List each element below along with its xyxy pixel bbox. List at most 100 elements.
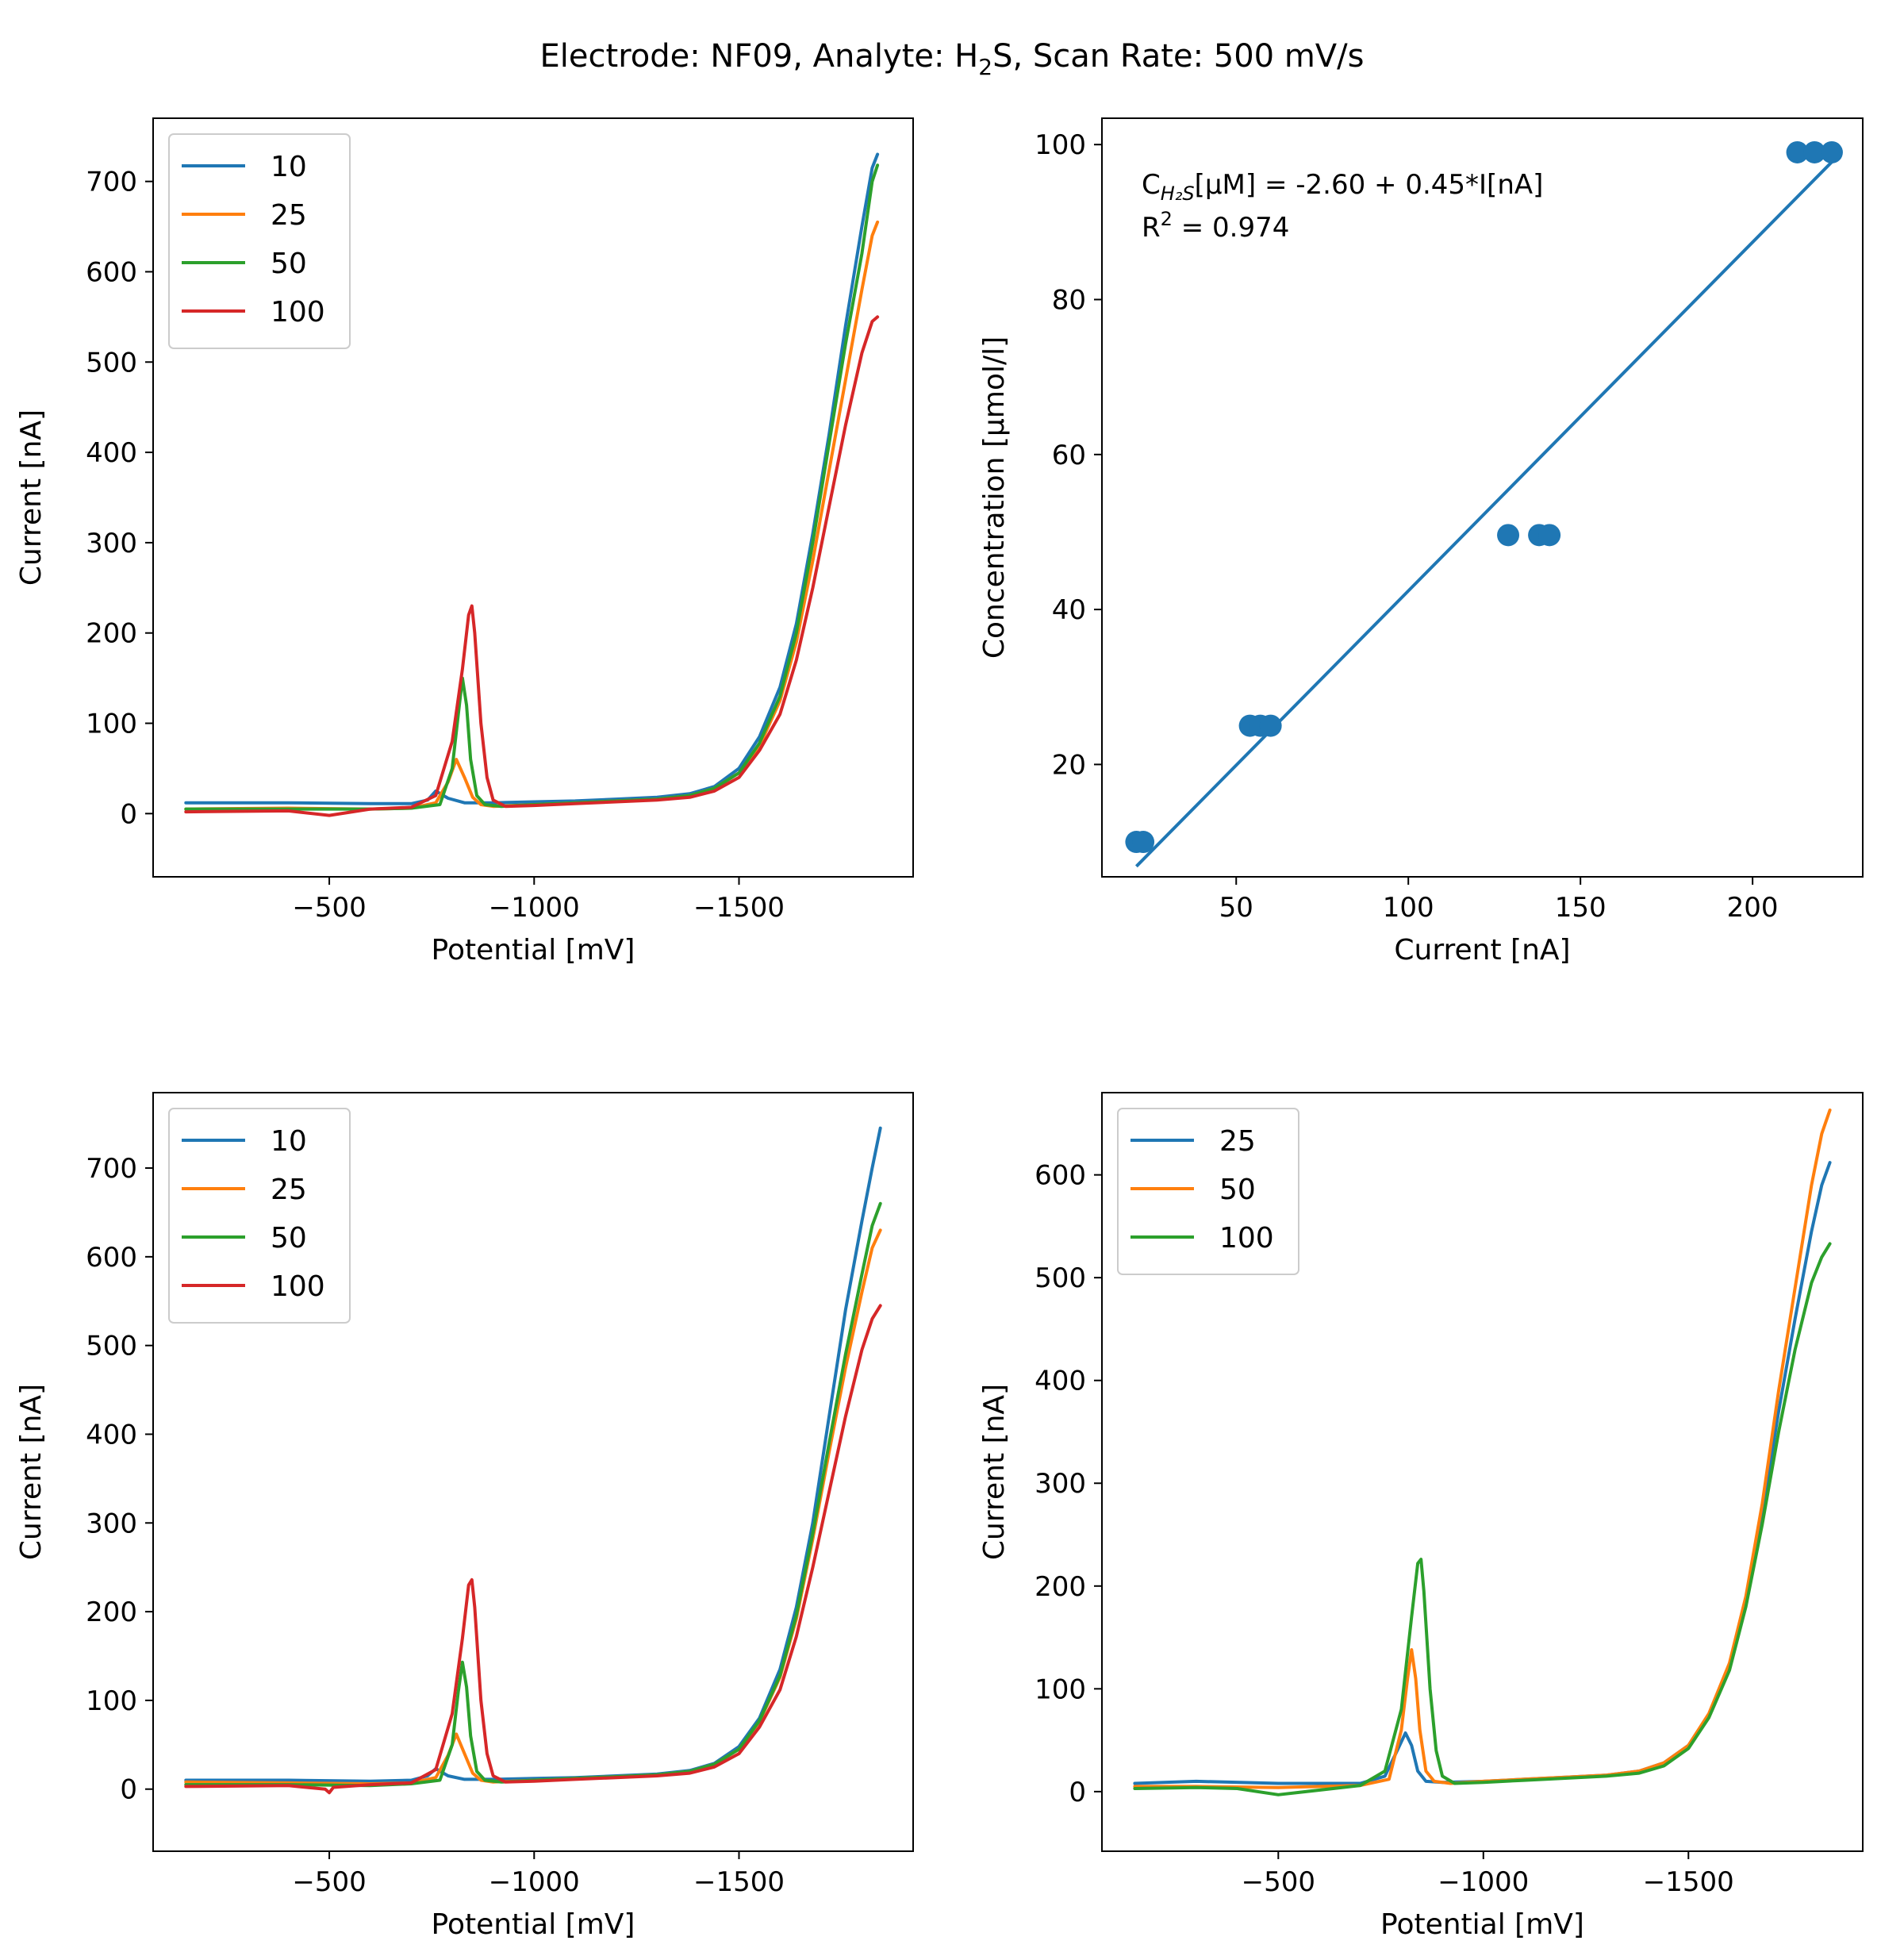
series-line-100 (1133, 1242, 1832, 1796)
data-point (1786, 140, 1809, 163)
legend-label-100: 100 (271, 296, 325, 329)
y-tick-label: 600 (86, 256, 137, 288)
y-tick-label: 60 (1052, 440, 1086, 471)
x-ticks: −500 −1000 −1500 (1242, 1851, 1734, 1898)
y-tick-label: 200 (86, 618, 137, 650)
y-axis-label: Current [nA] (15, 1384, 48, 1560)
y-axis-label: Concentration [µmol/l] (978, 336, 1011, 659)
x-axis-label: Current [nA] (1394, 934, 1570, 966)
y-tick-label: 500 (86, 347, 137, 378)
r-squared-superscript: 2 (1161, 208, 1173, 230)
y-ticks: 0 100 200 300 400 500 600 (1035, 1160, 1102, 1808)
y-ticks: 0 100 200 300 400 500 600 700 (86, 1153, 153, 1806)
y-tick-label: 200 (86, 1597, 137, 1628)
x-axis-label: Potential [mV] (1380, 1908, 1584, 1941)
x-tick-label: 100 (1383, 892, 1434, 924)
y-tick-label: 400 (86, 437, 137, 469)
y-tick-label: 300 (1035, 1468, 1086, 1500)
legend-label-25: 25 (1219, 1125, 1256, 1158)
x-ticks: −500 −1000 −1500 (292, 1851, 785, 1898)
y-tick-label: 600 (1035, 1160, 1086, 1192)
legend-label-100: 100 (1219, 1222, 1274, 1255)
plot-area (1133, 1109, 1832, 1796)
subplot-bottom-right: −500 −1000 −1500 0 100 200 300 400 500 600 Potenti… (978, 1092, 1864, 1941)
y-ticks: 0 100 200 300 400 500 600 700 (86, 167, 153, 830)
x-ticks: −500 −1000 −1500 (292, 877, 785, 924)
equation-body: [µM] = -2.60 + 0.45*I[nA] (1195, 169, 1544, 201)
subplot-bottom-left: −500 −1000 −1500 0 100 200 300 400 500 600 700 Pote… (15, 1092, 914, 1941)
regression-equation: CH₂S[µM] = -2.60 + 0.45*I[nA] (1142, 169, 1543, 205)
x-tick-label: −1500 (693, 892, 785, 924)
x-tick-label: −500 (292, 892, 366, 924)
figure-title-part-1: Electrode: NF09, Analyte: H (540, 38, 979, 75)
y-tick-label: 0 (120, 1774, 137, 1806)
y-tick-label: 40 (1052, 594, 1086, 626)
plot-area (1125, 140, 1843, 868)
x-tick-label: −1000 (1438, 1866, 1529, 1898)
legend-frame (168, 1108, 351, 1324)
axes-frame (152, 1092, 914, 1852)
plot-area (184, 152, 880, 817)
equation-symbol: C (1142, 169, 1161, 201)
r-squared: R2 = 0.974 (1142, 208, 1289, 244)
legend-label-25: 25 (271, 1174, 307, 1206)
r-squared-value: = 0.974 (1173, 212, 1289, 244)
y-tick-label: 100 (1035, 1673, 1086, 1705)
y-tick-label: 700 (86, 167, 137, 198)
subplot-grid: −500 −1000 −15000100200300400500600700Pote… (15, 117, 1864, 1941)
y-tick-label: 300 (86, 1508, 137, 1539)
y-axis-label: Current [nA] (15, 409, 48, 586)
x-tick-label: −1500 (693, 1866, 785, 1898)
y-tick-label: 20 (1052, 749, 1086, 781)
regression-line (1134, 160, 1833, 868)
data-point (1820, 140, 1843, 163)
legend-label-10: 10 (271, 1125, 307, 1158)
x-tick-label: −1000 (489, 892, 580, 924)
y-tick-label: 100 (1035, 129, 1086, 161)
x-tick-label: −1000 (489, 1866, 580, 1898)
y-axis-label: Current [nA] (978, 1384, 1011, 1560)
y-tick-label: 500 (86, 1331, 137, 1362)
y-tick-label: 600 (86, 1242, 137, 1274)
series-line-100 (184, 1304, 882, 1795)
x-tick-label: 50 (1219, 892, 1253, 924)
y-tick-label: 0 (120, 798, 137, 830)
plot-area (184, 1126, 882, 1795)
axes-frame (1101, 117, 1864, 878)
y-tick-label: 200 (1035, 1571, 1086, 1603)
legend-label-100: 100 (271, 1270, 325, 1303)
legend-frame (1117, 1108, 1299, 1275)
data-point (1803, 140, 1826, 163)
data-point (1538, 524, 1561, 547)
legend-label-50: 50 (271, 248, 307, 280)
figure-title: Electrode: NF09, Analyte: H2S, Scan Rate… (540, 38, 1365, 80)
legend-frame (168, 133, 351, 349)
y-tick-label: 500 (1035, 1262, 1086, 1294)
x-axis-label: Potential [mV] (432, 934, 635, 966)
figure-title-subscript: 2 (978, 54, 992, 80)
data-point (1132, 831, 1155, 854)
y-tick-label: 80 (1052, 285, 1086, 317)
x-tick-label: −500 (1242, 1866, 1315, 1898)
series-line-100 (184, 315, 880, 817)
y-tick-label: 300 (86, 528, 137, 559)
legend: 10 25 50 100 (168, 133, 351, 349)
x-tick-label: 200 (1727, 892, 1779, 924)
y-ticks: 20 40 60 80 100 (1035, 129, 1102, 781)
figure-title-part-2: S, Scan Rate: 500 mV/s (992, 38, 1364, 75)
r-squared-symbol: R (1142, 212, 1161, 244)
legend-label-25: 25 (271, 199, 307, 232)
y-tick-label: 400 (1035, 1366, 1086, 1397)
y-tick-label: 0 (1069, 1777, 1086, 1808)
axes-frame (152, 117, 914, 878)
y-tick-label: 700 (86, 1153, 137, 1185)
y-tick-label: 400 (86, 1419, 137, 1451)
y-tick-label: 100 (86, 709, 137, 740)
data-point (1497, 524, 1520, 547)
subplot-top-left: −500 −1000 −1500 0 100 200 300 400 500 600 700 Pote… (15, 117, 914, 966)
x-ticks: 50 100 150 200 (1219, 877, 1779, 924)
x-tick-label: −500 (292, 1866, 366, 1898)
legend: 25 50 100 (1117, 1108, 1299, 1275)
y-tick-label: 100 (86, 1685, 137, 1717)
